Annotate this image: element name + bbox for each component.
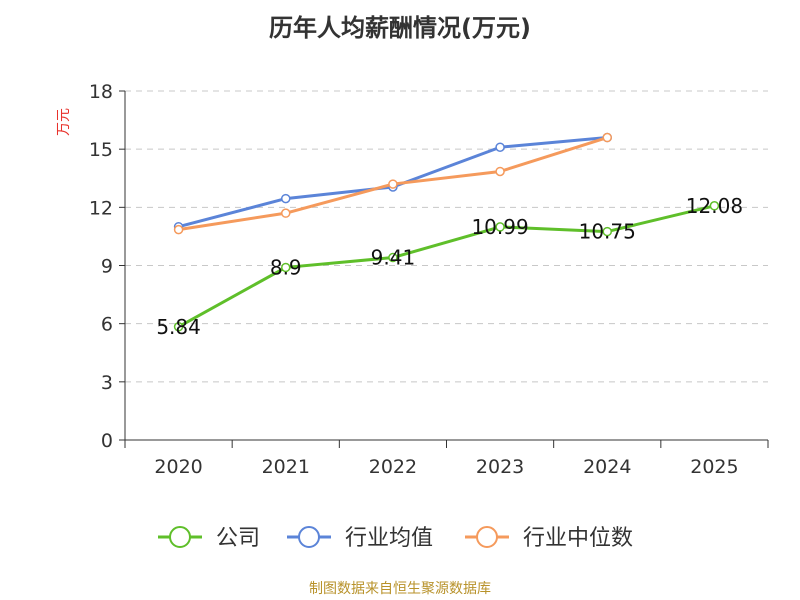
series-2 — [173, 132, 612, 235]
point-2-2021 — [281, 208, 291, 218]
data-labels: 5.84 8.9 9.41 10.99 10.75 12.08 — [156, 194, 743, 339]
y-axis-label: 万元 — [56, 108, 72, 136]
data-label-2021: 8.9 — [270, 255, 302, 279]
y-tick-label-15: 15 — [89, 139, 113, 161]
point-0-2020 — [173, 322, 184, 332]
legend-item-0[interactable]: 公司 — [158, 526, 260, 551]
point-2-2023 — [495, 166, 505, 177]
legend-item-2[interactable]: 行业中位数 — [465, 526, 633, 551]
point-2-2022 — [388, 179, 398, 189]
y-tick-label-18: 18 — [89, 81, 113, 103]
series-lines — [173, 132, 720, 332]
y-tick-label-9: 9 — [101, 256, 113, 278]
grid-lines — [125, 90, 768, 383]
source-note: 制图数据来自恒生聚源数据库 — [309, 581, 491, 597]
y-tick-label-6: 6 — [101, 314, 113, 336]
x-tick-label-2023: 2023 — [476, 456, 524, 478]
point-1-2023 — [495, 142, 505, 152]
data-label-2024: 10.75 — [579, 220, 636, 244]
series-0 — [173, 201, 720, 332]
y-tick-label-3: 3 — [101, 372, 113, 394]
legend: 公司 行业均值 行业中位数 — [158, 526, 633, 551]
x-tick-label-2022: 2022 — [369, 456, 417, 478]
series-line-0 — [177, 204, 715, 329]
point-0-2021 — [281, 262, 291, 273]
x-tick-label-2024: 2024 — [583, 456, 631, 478]
legend-label-0: 公司 — [216, 526, 260, 551]
legend-label-1: 行业均值 — [345, 526, 433, 551]
axes: 0 3 6 9 12 15 18 2020 2021 2022 2023 2024 2025 — [89, 81, 769, 478]
legend-marker-0 — [169, 526, 191, 548]
x-tick-label-2025: 2025 — [690, 456, 738, 478]
data-label-2023: 10.99 — [471, 215, 528, 239]
data-label-2022: 9.41 — [371, 246, 416, 270]
y-tick-label-0: 0 — [101, 430, 113, 452]
x-tick-label-2020: 2020 — [154, 456, 202, 478]
data-label-2020: 5.84 — [156, 315, 201, 339]
chart-title: 历年人均薪酬情况(万元) — [269, 14, 531, 42]
y-tick-label-12: 12 — [89, 197, 113, 219]
point-0-2022 — [388, 252, 398, 263]
point-1-2021 — [281, 193, 291, 204]
legend-marker-1 — [298, 526, 320, 548]
point-2-2024 — [602, 132, 612, 143]
x-tick-label-2021: 2021 — [262, 456, 310, 478]
point-0-2025 — [709, 201, 720, 211]
point-2-2020 — [173, 224, 184, 235]
legend-item-1[interactable]: 行业均值 — [287, 526, 433, 551]
point-0-2023 — [495, 222, 505, 232]
data-label-2025: 12.08 — [686, 194, 743, 218]
legend-marker-2 — [476, 526, 498, 548]
point-0-2024 — [602, 226, 612, 237]
legend-label-2: 行业中位数 — [523, 526, 633, 551]
